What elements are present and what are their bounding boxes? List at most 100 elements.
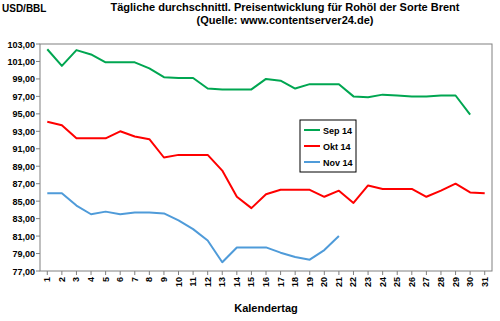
x-tick: [484, 271, 485, 275]
x-tick: [470, 271, 471, 275]
x-tick: [236, 271, 237, 275]
chart: Tägliche durchschnittl. Preisentwicklung…: [0, 0, 500, 321]
background: [0, 0, 500, 321]
y-tick: [36, 96, 40, 97]
x-tick-label: 12: [203, 277, 213, 287]
x-tick-label: 3: [71, 277, 81, 282]
y-tick-label: 97,00: [12, 92, 35, 102]
x-tick: [134, 271, 135, 275]
y-tick-label: 87,00: [12, 179, 35, 189]
x-tick: [295, 271, 296, 275]
x-tick-label: 6: [115, 277, 125, 282]
x-tick: [411, 271, 412, 275]
y-tick-label: 89,00: [12, 162, 35, 172]
y-tick-label: 95,00: [12, 109, 35, 119]
subtitle: (Quelle: www.contentserver24.de): [197, 14, 374, 26]
x-tick-label: 2: [57, 277, 67, 282]
x-tick-label: 26: [407, 277, 417, 287]
y-tick-label: 91,00: [12, 144, 35, 154]
y-tick: [36, 253, 40, 254]
x-tick-label: 23: [363, 277, 373, 287]
x-tick-label: 20: [319, 277, 329, 287]
x-tick: [324, 271, 325, 275]
x-tick: [397, 271, 398, 275]
legend-label: Okt 14: [323, 142, 351, 152]
y-tick: [36, 148, 40, 149]
y-tick: [36, 113, 40, 114]
y-tick: [36, 236, 40, 237]
legend-swatch: [304, 145, 320, 147]
x-tick: [120, 271, 121, 275]
x-tick-label: 28: [436, 277, 446, 287]
x-tick: [426, 271, 427, 275]
x-tick: [251, 271, 252, 275]
x-tick: [76, 271, 77, 275]
x-tick-label: 29: [451, 277, 461, 287]
y-tick: [36, 44, 40, 45]
y-tick-label: 103,00: [7, 40, 35, 50]
x-tick-label: 5: [101, 277, 111, 282]
x-tick: [440, 271, 441, 275]
x-tick-label: 4: [86, 277, 96, 282]
y-tick: [36, 271, 40, 272]
x-tick-label: 14: [232, 277, 242, 287]
x-tick: [353, 271, 354, 275]
x-tick-label: 19: [305, 277, 315, 287]
legend-label: Sep 14: [323, 126, 352, 136]
x-tick: [222, 271, 223, 275]
y-axis-label: USD/BBL: [2, 3, 46, 14]
x-tick: [91, 271, 92, 275]
x-tick: [368, 271, 369, 275]
x-tick: [61, 271, 62, 275]
x-tick: [149, 271, 150, 275]
x-tick-label: 24: [378, 277, 388, 287]
x-tick: [455, 271, 456, 275]
x-tick: [163, 271, 164, 275]
x-tick: [266, 271, 267, 275]
legend-swatch: [304, 129, 320, 131]
y-tick-label: 85,00: [12, 197, 35, 207]
x-tick: [309, 271, 310, 275]
y-tick: [36, 166, 40, 167]
y-tick-label: 83,00: [12, 214, 35, 224]
y-tick: [36, 183, 40, 184]
legend: Sep 14 Okt 14 Nov 14: [300, 120, 356, 172]
y-tick-label: 99,00: [12, 74, 35, 84]
legend-box: [300, 120, 356, 172]
x-tick-label: 18: [290, 277, 300, 287]
series-line: [47, 49, 470, 114]
x-tick-label: 25: [392, 277, 402, 287]
y-tick-label: 79,00: [12, 249, 35, 259]
y-tick: [36, 218, 40, 219]
x-tick-label: 11: [188, 277, 198, 287]
y-tick: [36, 78, 40, 79]
x-tick-label: 17: [276, 277, 286, 287]
x-tick-label: 16: [261, 277, 271, 287]
x-tick: [105, 271, 106, 275]
title: Tägliche durchschnittl. Preisentwicklung…: [111, 1, 460, 13]
x-tick: [382, 271, 383, 275]
x-tick: [338, 271, 339, 275]
x-tick-label: 22: [348, 277, 358, 287]
x-tick-label: 10: [174, 277, 184, 287]
legend-swatch: [304, 161, 320, 163]
x-tick-label: 30: [465, 277, 475, 287]
series-line: [47, 193, 339, 262]
x-tick-label: 1: [42, 277, 52, 282]
y-tick: [36, 61, 40, 62]
series-group: [47, 49, 484, 262]
x-tick-label: 13: [217, 277, 227, 287]
x-tick: [207, 271, 208, 275]
x-tick-label: 27: [421, 277, 431, 287]
x-tick: [280, 271, 281, 275]
x-tick: [178, 271, 179, 275]
x-tick-label: 21: [334, 277, 344, 287]
y-tick: [36, 201, 40, 202]
x-axis-label: Kalendertag: [234, 302, 298, 314]
x-tick: [47, 271, 48, 275]
x-tick-label: 31: [480, 277, 490, 287]
legend-label: Nov 14: [323, 158, 353, 168]
x-tick: [193, 271, 194, 275]
y-tick-label: 81,00: [12, 232, 35, 242]
series-line: [47, 122, 484, 208]
